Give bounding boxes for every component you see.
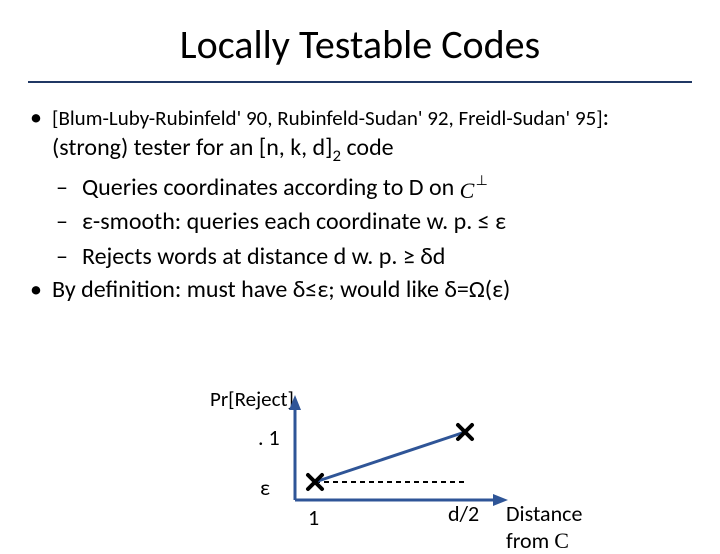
sub-bullet-1: Queries coordinates according to D on C⊥ xyxy=(82,172,680,204)
sub-bullet-2: ε-smooth: queries each coordinate w. p. … xyxy=(82,206,680,238)
sub-bullet-3: Rejects words at distance d w. p. ≥ δd xyxy=(82,241,680,273)
page-title: Locally Testable Codes xyxy=(0,0,720,81)
citation-text: [Blum-Luby-Rubinfeld' 90, Rubinfeld-Suda… xyxy=(52,105,603,131)
bullet-2: By definition: must have δ≤ε; would like… xyxy=(52,275,680,305)
xlabel-prefix: Distance from xyxy=(506,500,582,554)
chart-svg xyxy=(280,390,510,518)
bullet1-tail: code xyxy=(341,133,394,162)
y-tick-top: . 1 xyxy=(258,424,280,451)
y-tick-bottom: ε xyxy=(260,474,270,501)
title-underline xyxy=(28,81,692,83)
sub-2: 2 xyxy=(333,145,342,166)
c-perp-symbol: C⊥ xyxy=(460,178,492,200)
x-axis-label: Distance from C xyxy=(506,500,582,554)
bullet-1: [Blum-Luby-Rubinfeld' 90, Rubinfeld-Suda… xyxy=(52,103,680,166)
content-area: [Blum-Luby-Rubinfeld' 90, Rubinfeld-Suda… xyxy=(0,103,720,305)
chart: Pr[Reject] . 1 ε 1 d/2 Distance from C xyxy=(200,388,580,533)
sub1-text: Queries coordinates according to D on xyxy=(82,173,460,202)
xlabel-c: C xyxy=(554,528,569,553)
